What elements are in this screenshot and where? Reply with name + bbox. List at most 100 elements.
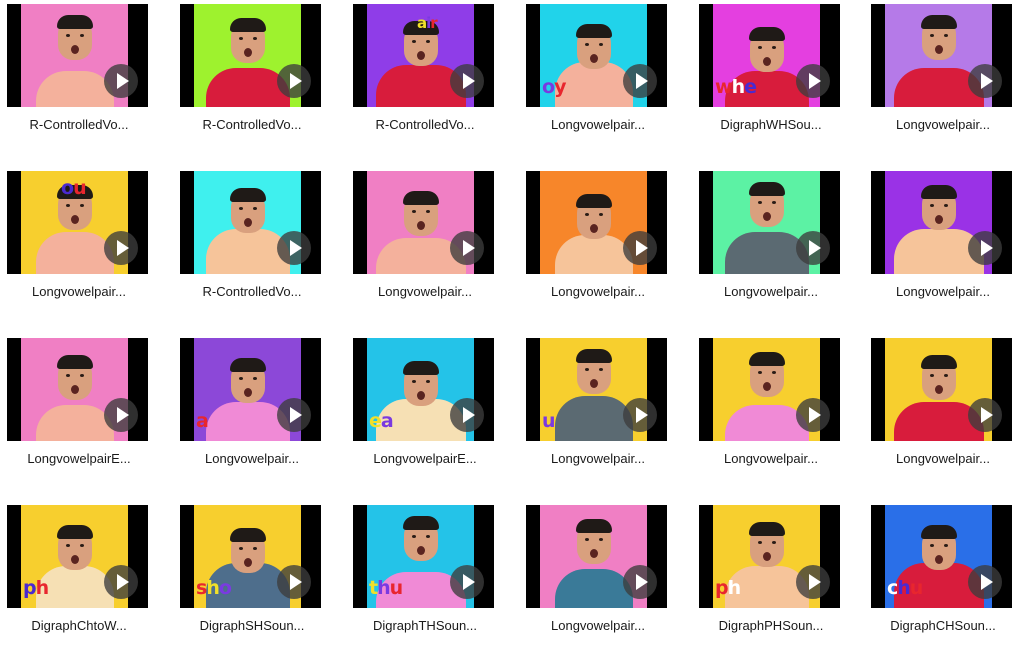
presenter-eyes [65, 374, 84, 377]
video-file-name: DigraphSHSoun... [199, 618, 305, 633]
video-thumbnail[interactable] [180, 171, 321, 274]
play-icon[interactable] [104, 231, 138, 265]
video-thumbnail[interactable] [180, 4, 321, 107]
video-file-item[interactable]: Longvowelpair... [692, 334, 864, 484]
video-file-item[interactable]: R-ControlledVo... [173, 0, 345, 150]
presenter-shirt [724, 566, 809, 608]
video-thumbnail[interactable]: sho [180, 505, 321, 608]
presenter-hair [56, 525, 93, 539]
video-file-item[interactable]: LongvowelpairE... [0, 334, 172, 484]
play-icon[interactable] [104, 64, 138, 98]
thumbnail-overlay-text: a [196, 410, 209, 432]
play-icon[interactable] [104, 565, 138, 599]
presenter-eyes [584, 538, 603, 541]
video-thumbnail[interactable]: a [180, 338, 321, 441]
video-file-item[interactable]: Longvowelpair... [346, 167, 518, 317]
video-file-name: Longvowelpair... [896, 284, 990, 299]
play-icon[interactable] [623, 398, 657, 432]
video-file-item[interactable]: a Longvowelpair... [173, 334, 345, 484]
play-icon[interactable] [796, 231, 830, 265]
video-file-item[interactable]: Longvowelpair... [864, 167, 1017, 317]
video-file-item[interactable]: ou Longvowelpair... [0, 167, 172, 317]
video-thumbnail[interactable] [871, 338, 1012, 441]
video-file-item[interactable]: air R-ControlledVo... [346, 0, 518, 150]
play-icon[interactable] [796, 398, 830, 432]
play-icon[interactable] [968, 64, 1002, 98]
play-icon[interactable] [277, 231, 311, 265]
presenter-eyes [584, 368, 603, 371]
play-icon[interactable] [968, 565, 1002, 599]
presenter-hair [748, 27, 785, 41]
video-file-item[interactable]: Longvowelpair... [864, 334, 1017, 484]
video-file-item[interactable]: R-ControlledVo... [173, 167, 345, 317]
video-thumbnail[interactable] [526, 505, 667, 608]
video-file-item[interactable]: Longvowelpair... [519, 167, 691, 317]
video-file-item[interactable]: Longvowelpair... [692, 167, 864, 317]
presenter-eyes [65, 204, 84, 207]
presenter-hair [402, 21, 439, 35]
video-thumbnail[interactable] [7, 338, 148, 441]
video-thumbnail[interactable]: ou [7, 171, 148, 274]
play-icon[interactable] [796, 64, 830, 98]
presenter-eyes [411, 210, 430, 213]
video-file-name: Longvowelpair... [551, 117, 645, 132]
video-thumbnail[interactable] [699, 338, 840, 441]
play-icon[interactable] [623, 64, 657, 98]
video-file-item[interactable]: Longvowelpair... [864, 0, 1017, 150]
video-thumbnail[interactable] [871, 171, 1012, 274]
video-file-item[interactable]: R-ControlledVo... [0, 0, 172, 150]
video-thumbnail[interactable]: ea [353, 338, 494, 441]
thumbnail-frame [194, 4, 301, 107]
video-thumbnail[interactable] [526, 171, 667, 274]
video-file-item[interactable]: whe DigraphWHSou... [692, 0, 864, 150]
video-file-item[interactable]: sho DigraphSHSoun... [173, 501, 345, 646]
thumbnail-frame: ph [21, 505, 128, 608]
play-icon[interactable] [968, 231, 1002, 265]
presenter-shirt [554, 62, 633, 107]
video-thumbnail[interactable]: oy [526, 4, 667, 107]
video-file-item[interactable]: thu DigraphTHSoun... [346, 501, 518, 646]
presenter-hair [56, 15, 93, 29]
presenter-hair [920, 525, 957, 539]
play-icon[interactable] [104, 398, 138, 432]
video-thumbnail[interactable]: thu [353, 505, 494, 608]
video-thumbnail[interactable]: air [353, 4, 494, 107]
video-thumbnail[interactable]: ph [7, 505, 148, 608]
play-icon[interactable] [796, 565, 830, 599]
presenter-eyes [929, 204, 948, 207]
play-icon[interactable] [277, 64, 311, 98]
video-file-item[interactable]: Longvowelpair... [519, 501, 691, 646]
play-icon[interactable] [450, 398, 484, 432]
play-icon[interactable] [450, 64, 484, 98]
presenter-hair [402, 516, 439, 530]
presenter-eyes [584, 213, 603, 216]
video-file-item[interactable]: u Longvowelpair... [519, 334, 691, 484]
presenter-shirt [35, 405, 114, 441]
video-thumbnail[interactable]: chu [871, 505, 1012, 608]
thumbnail-frame [885, 4, 992, 107]
play-icon[interactable] [277, 398, 311, 432]
thumbnail-frame: a [194, 338, 301, 441]
video-file-item[interactable]: ph DigraphPHSoun... [692, 501, 864, 646]
play-icon[interactable] [450, 231, 484, 265]
video-file-name: Longvowelpair... [724, 451, 818, 466]
video-file-item[interactable]: ea LongvowelpairE... [346, 334, 518, 484]
video-thumbnail[interactable]: whe [699, 4, 840, 107]
video-file-item[interactable]: ph DigraphChtoW... [0, 501, 172, 646]
play-icon[interactable] [968, 398, 1002, 432]
play-icon[interactable] [277, 565, 311, 599]
video-file-item[interactable]: chu DigraphCHSoun... [864, 501, 1017, 646]
play-icon[interactable] [623, 231, 657, 265]
video-thumbnail[interactable] [7, 4, 148, 107]
presenter-shirt [35, 566, 114, 608]
video-thumbnail[interactable]: ph [699, 505, 840, 608]
video-thumbnail[interactable] [699, 171, 840, 274]
video-thumbnail[interactable] [871, 4, 1012, 107]
play-icon[interactable] [450, 565, 484, 599]
video-thumbnail[interactable]: u [526, 338, 667, 441]
video-thumbnail[interactable] [353, 171, 494, 274]
presenter-mouth [762, 57, 771, 66]
video-file-item[interactable]: oy Longvowelpair... [519, 0, 691, 150]
play-icon[interactable] [623, 565, 657, 599]
